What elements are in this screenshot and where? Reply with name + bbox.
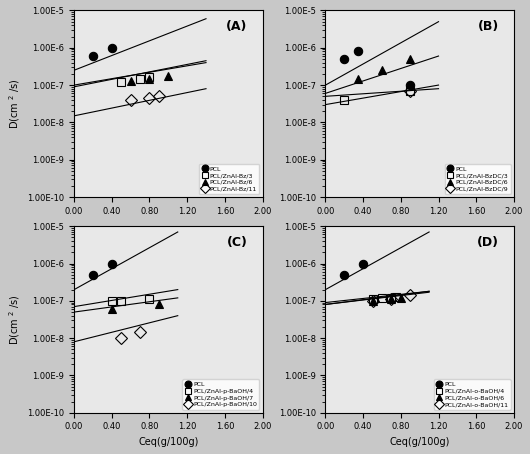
Legend: PCL, PCL/ZnAl-p-BaOH/4, PCL/ZnAl-p-BaOH/7, PCL/ZnAl-p-BaOH/10: PCL, PCL/ZnAl-p-BaOH/4, PCL/ZnAl-p-BaOH/…	[182, 380, 259, 410]
Y-axis label: D(cm $^2$ /s): D(cm $^2$ /s)	[7, 79, 22, 129]
Legend: PCL, PCL/ZnAl-o-BaOH/4, PCL/ZnAl-o-BaOH/6, PCL/ZnAl-o-BaOH/11: PCL, PCL/ZnAl-o-BaOH/4, PCL/ZnAl-o-BaOH/…	[434, 380, 511, 410]
Legend: PCL, PCL/ZnAl-BzDC/3, PCL/ZnAl-BzDC/6, PCL/ZnAl-BzDC/9: PCL, PCL/ZnAl-BzDC/3, PCL/ZnAl-BzDC/6, P…	[445, 163, 511, 194]
Y-axis label: D(cm $^2$ /s): D(cm $^2$ /s)	[7, 294, 22, 345]
X-axis label: Ceq(g/100g): Ceq(g/100g)	[138, 437, 199, 447]
Text: (A): (A)	[226, 20, 248, 33]
Legend: PCL, PCL/ZnAl-Bz/3, PCL/ZnAl-Bz/6, PCL/ZnAl-Bz/11: PCL, PCL/ZnAl-Bz/3, PCL/ZnAl-Bz/6, PCL/Z…	[199, 163, 259, 194]
Text: (B): (B)	[478, 20, 499, 33]
X-axis label: Ceq(g/100g): Ceq(g/100g)	[390, 437, 450, 447]
Text: (D): (D)	[477, 236, 499, 248]
Text: (C): (C)	[226, 236, 248, 248]
